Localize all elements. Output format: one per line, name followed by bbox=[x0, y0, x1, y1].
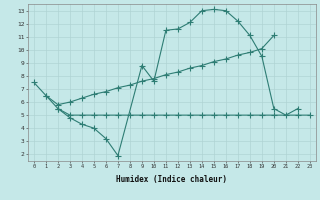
X-axis label: Humidex (Indice chaleur): Humidex (Indice chaleur) bbox=[116, 175, 228, 184]
